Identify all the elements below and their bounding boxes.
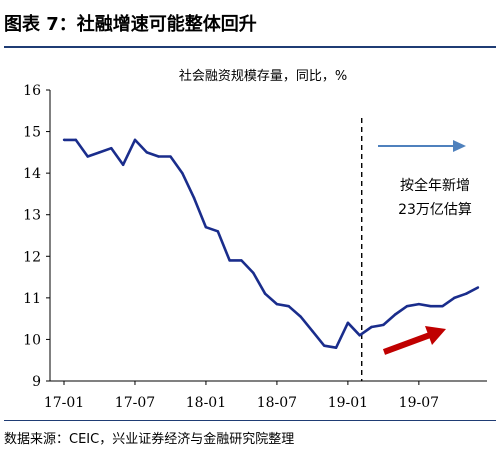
data-point-17-03	[86, 155, 89, 158]
data-point-17-06	[121, 163, 125, 167]
y-tick-label-12: 12	[23, 249, 41, 265]
x-tick-label-17-01: 17-01	[44, 395, 84, 411]
data-point-18-11	[323, 344, 326, 347]
data-point-18-06	[263, 292, 267, 295]
data-point-19-12	[476, 286, 480, 289]
data-point-18-10	[311, 329, 314, 333]
data-point-18-12	[334, 346, 338, 349]
data-point-17-07	[133, 138, 137, 142]
data-point-19-11	[464, 292, 468, 295]
x-tick-label-18-01: 18-01	[186, 395, 226, 411]
y-tick-label-14: 14	[23, 166, 41, 182]
bottom-rule	[4, 420, 496, 421]
data-point-18-02	[216, 230, 219, 233]
data-point-17-10	[169, 155, 172, 158]
x-tick-label-18-07: 18-07	[257, 395, 297, 411]
x-axis: 17-01 17-07 18-01 18-07 19-01 19-07	[44, 380, 487, 411]
data-point-19-04	[382, 323, 385, 327]
y-tick-label-16: 16	[23, 83, 41, 99]
data-point-17-05	[110, 147, 113, 150]
data-point-17-11	[181, 171, 184, 175]
data-point-18-07	[275, 302, 279, 306]
data-point-18-08	[287, 304, 290, 308]
chart-title: 社会融资规模存量，同比，%	[179, 68, 347, 84]
data-point-17-04	[98, 151, 101, 154]
data-point-18-04	[240, 259, 243, 262]
annotations: 按全年新增 23万亿估算	[378, 140, 472, 355]
annotation-line-2: 23万亿估算	[398, 202, 472, 218]
trend-arrow-shaft	[382, 332, 432, 355]
data-point-18-09	[299, 315, 302, 318]
source-note: 数据来源：CEIC，兴业证券经济与金融研究院整理	[4, 432, 295, 447]
chart-marks	[62, 118, 480, 381]
trend-arrow-head	[425, 326, 446, 345]
forecast-arrow-head	[453, 140, 466, 152]
data-point-19-09	[441, 304, 444, 308]
y-tick-label-13: 13	[23, 208, 41, 224]
y-tick-label-11: 11	[23, 291, 41, 307]
y-tick-label-9: 9	[32, 374, 41, 390]
data-point-19-02	[358, 334, 361, 337]
data-point-19-10	[453, 296, 456, 300]
data-point-19-07	[417, 302, 421, 306]
data-point-19-05	[394, 313, 397, 316]
x-tick-label-17-07: 17-07	[115, 395, 155, 411]
annotation-line-1: 按全年新增	[400, 177, 470, 194]
data-point-18-03	[228, 259, 231, 262]
series-line-0	[64, 138, 479, 350]
data-point-18-05	[252, 271, 255, 275]
y-tick-label-10: 10	[23, 332, 41, 348]
data-point-18-01	[204, 225, 208, 229]
figure-title: 图表 7：社融增速可能整体回升	[4, 14, 257, 35]
data-point-17-12	[192, 196, 196, 200]
y-axis: 9 10 11 12 13 14 15 16	[23, 83, 51, 390]
data-point-17-02	[74, 138, 78, 142]
data-point-19-08	[429, 304, 432, 308]
data-point-19-01	[346, 321, 350, 324]
top-rule	[4, 46, 496, 48]
data-point-17-08	[145, 151, 148, 154]
data-point-17-09	[157, 155, 160, 158]
x-tick-label-19-07: 19-07	[399, 395, 439, 411]
data-point-19-06	[405, 304, 409, 308]
data-point-19-03	[370, 325, 373, 329]
y-tick-label-15: 15	[23, 125, 41, 141]
data-point-17-01	[62, 138, 66, 142]
x-tick-label-19-01: 19-01	[328, 395, 368, 411]
